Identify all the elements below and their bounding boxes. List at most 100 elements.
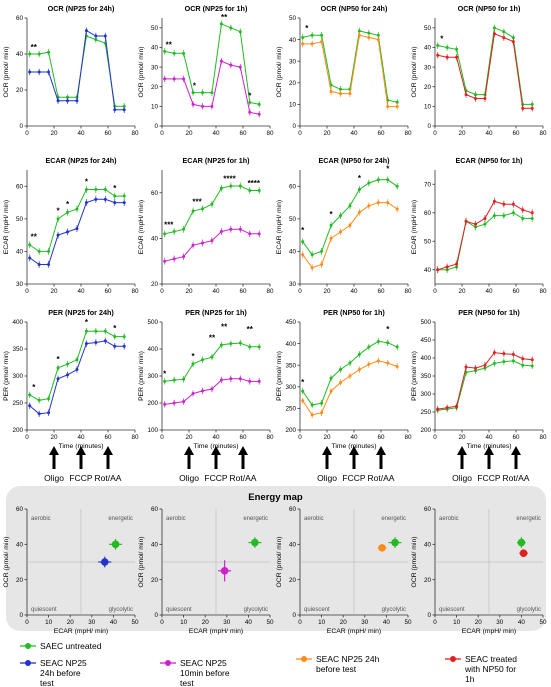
- x-tick-label: 0: [298, 130, 302, 137]
- data-point: [367, 181, 371, 185]
- data-point: [191, 102, 195, 106]
- data-point: [182, 227, 186, 231]
- data-point: [201, 91, 204, 95]
- data-point: [172, 257, 176, 261]
- quadrant-label: aerobic: [31, 516, 51, 522]
- x-tick-label: 20: [185, 434, 193, 441]
- energy-map-background: [6, 486, 546, 631]
- data-point: [201, 241, 204, 245]
- legend-swatch-marker: [450, 656, 456, 662]
- data-point: [163, 259, 167, 263]
- data-point: [310, 413, 314, 417]
- significance-marker: **: [166, 40, 173, 49]
- quadrant-label: glycolytic: [382, 607, 406, 613]
- x-tick-label: 40: [212, 434, 220, 441]
- arrow-head: [376, 446, 386, 455]
- data-point: [238, 377, 242, 381]
- significance-marker: *: [193, 82, 197, 91]
- data-point: [248, 232, 252, 236]
- significance-marker: *: [32, 383, 36, 392]
- arrow-label: FCCP: [204, 473, 227, 483]
- data-point: [28, 70, 32, 74]
- y-axis-label: ECAR (mpH/ min): [276, 200, 283, 254]
- data-point: [502, 360, 506, 364]
- x-tick-label: 20: [475, 619, 483, 626]
- x-tick-label: 0: [298, 619, 302, 626]
- x-tick-label: 20: [458, 434, 466, 441]
- y-tick-label: 20: [289, 80, 297, 87]
- x-tick-label: 80: [131, 434, 139, 441]
- y-axis-label: ECAR (mpH/ min): [3, 200, 10, 254]
- chart-title: OCR (NP50 for 24h): [321, 4, 388, 13]
- data-point: [455, 262, 459, 266]
- arrow-head: [49, 446, 59, 455]
- legend-swatch-marker: [165, 660, 171, 666]
- data-point: [521, 363, 525, 367]
- scatter-point: [111, 540, 120, 549]
- data-point: [94, 329, 98, 333]
- data-point: [310, 33, 314, 37]
- y-tick-label: 450: [420, 337, 431, 344]
- data-point: [75, 99, 79, 103]
- y-tick-label: 200: [285, 427, 296, 434]
- chart-panel: PER (NP50 for 1h) 0 20 40 60 80 200 250 300 350 40…: [411, 308, 547, 450]
- data-point: [248, 345, 252, 349]
- significance-marker: ***: [164, 220, 174, 229]
- data-point: [530, 102, 534, 106]
- x-tick-label: 80: [539, 434, 547, 441]
- data-point: [113, 201, 117, 205]
- quadrant-label: glycolytic: [109, 607, 133, 613]
- y-axis-label: OCR (pmol/ min): [411, 47, 418, 98]
- data-point: [66, 210, 69, 214]
- data-point: [436, 43, 440, 47]
- y-tick-label: 0: [427, 123, 431, 130]
- x-tick-label: 10: [318, 619, 326, 626]
- data-point: [257, 189, 261, 193]
- data-point: [172, 230, 176, 234]
- data-point: [301, 253, 305, 257]
- scatter-point: [220, 567, 229, 575]
- data-point: [376, 178, 380, 182]
- data-point: [47, 262, 51, 266]
- arrow-label: Rot/AA: [503, 473, 530, 483]
- data-point: [511, 36, 515, 40]
- energy-map-panel: 0 10 20 30 40 50 0 20 40 60 OCR (pmol/ min) ECAR (m…: [3, 506, 139, 635]
- data-point: [28, 52, 32, 56]
- data-point: [310, 42, 314, 46]
- significance-marker: **: [31, 233, 38, 242]
- data-point: [502, 214, 506, 218]
- data-point: [445, 265, 449, 269]
- data-point: [502, 30, 506, 34]
- x-tick-label: 20: [50, 288, 58, 295]
- data-point: [163, 77, 167, 81]
- data-point: [66, 373, 69, 377]
- significance-marker: *: [66, 200, 70, 209]
- data-point: [37, 70, 41, 74]
- x-tick-label: 80: [266, 288, 274, 295]
- x-tick-label: 80: [131, 288, 139, 295]
- x-tick-label: 0: [433, 130, 437, 137]
- x-tick-label: 40: [77, 130, 85, 137]
- data-point: [395, 105, 399, 109]
- data-point: [219, 186, 223, 190]
- chart-title: ECAR (NP50 for 1h): [455, 156, 523, 165]
- x-tick-label: 50: [131, 619, 139, 626]
- data-point: [530, 358, 534, 362]
- data-point: [201, 358, 204, 362]
- data-point: [521, 357, 525, 361]
- data-point: [329, 389, 333, 393]
- data-point: [47, 411, 51, 415]
- x-tick-label: 20: [202, 619, 210, 626]
- data-point: [357, 368, 361, 372]
- x-tick-label: 40: [110, 619, 118, 626]
- data-point: [492, 361, 496, 365]
- chart-title: OCR (NP25 for 24h): [48, 4, 115, 13]
- chart-panel: OCR (NP25 for 1h) 0 20 40 60 80 0 10 20 30 40 50 OCR…: [138, 4, 274, 137]
- data-point: [445, 406, 449, 410]
- y-tick-label: 50: [151, 25, 159, 32]
- data-point: [320, 401, 324, 405]
- significance-marker: *: [358, 174, 362, 183]
- y-tick-label: 10: [289, 102, 297, 109]
